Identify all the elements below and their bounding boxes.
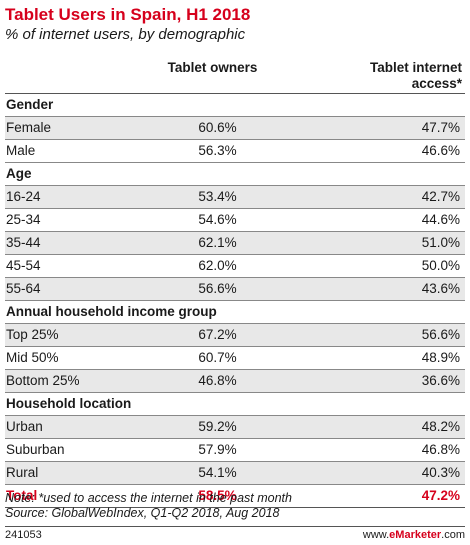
- row-label: Suburban: [6, 442, 65, 457]
- tablet-internet-access-value: 51.0%: [421, 235, 460, 250]
- tablet-internet-access-value: 48.2%: [421, 419, 460, 434]
- table-row: Suburban 57.9% 46.8%: [5, 439, 465, 462]
- row-label: 25-34: [6, 212, 41, 227]
- tablet-internet-access-value: 46.6%: [421, 143, 460, 158]
- column-header-tablet-owners: Tablet owners: [167, 60, 258, 75]
- tablet-internet-access-value: 46.8%: [421, 442, 460, 457]
- tablet-owners-value: 62.1%: [198, 235, 237, 250]
- tablet-internet-access-value: 36.6%: [421, 373, 460, 388]
- tablet-internet-access-value: 42.7%: [421, 189, 460, 204]
- row-label: 55-64: [6, 281, 41, 296]
- chart-subtitle: % of internet users, by demographic: [5, 26, 246, 43]
- table-group-header: Annual household income group: [5, 301, 465, 324]
- tablet-owners-value: 54.1%: [198, 465, 237, 480]
- row-label: Female: [6, 120, 52, 135]
- tablet-owners-value: 59.2%: [198, 419, 237, 434]
- row-label: Top 25%: [6, 327, 59, 342]
- tablet-owners-value: 46.8%: [198, 373, 237, 388]
- source-text: Source: GlobalWebIndex, Q1-Q2 2018, Aug …: [5, 506, 280, 520]
- data-table: Gender Female 60.6% 47.7% Male 56.3% 46.6% Age 1…: [5, 93, 465, 508]
- emarketer-logo: www.eMarketer.com: [362, 529, 465, 541]
- group-label: Gender: [6, 97, 54, 112]
- table-row: 45-54 62.0% 50.0%: [5, 255, 465, 278]
- table-group-header: Household location: [5, 393, 465, 416]
- group-label: Annual household income group: [6, 304, 217, 319]
- group-label: Age: [6, 166, 32, 181]
- tablet-internet-access-value: 50.0%: [421, 258, 460, 273]
- row-label: Rural: [6, 465, 39, 480]
- chart-notes: Note: *used to access the internet in th…: [5, 491, 465, 521]
- chart-id: 241053: [5, 529, 42, 541]
- row-label: Bottom 25%: [6, 373, 80, 388]
- tablet-owners-value: 53.4%: [198, 189, 237, 204]
- row-label: 16-24: [6, 189, 41, 204]
- tablet-owners-value: 57.9%: [198, 442, 237, 457]
- tablet-internet-access-value: 48.9%: [421, 350, 460, 365]
- tablet-internet-access-value: 56.6%: [421, 327, 460, 342]
- table-row: 55-64 56.6% 43.6%: [5, 278, 465, 301]
- row-label: Total: [6, 488, 38, 503]
- table-row: Urban 59.2% 48.2%: [5, 416, 465, 439]
- row-label: 45-54: [6, 258, 41, 273]
- row-label: Mid 50%: [6, 350, 59, 365]
- tablet-owners-value: 62.0%: [198, 258, 237, 273]
- table-row: Top 25% 67.2% 56.6%: [5, 324, 465, 347]
- table-group-header: Gender: [5, 94, 465, 117]
- tablet-owners-value: 67.2%: [198, 327, 237, 342]
- column-header-tablet-internet-access: Tablet internet access*: [369, 60, 462, 91]
- chart-title: Tablet Users in Spain, H1 2018: [5, 5, 251, 24]
- row-label: Male: [6, 143, 36, 158]
- row-label: 35-44: [6, 235, 41, 250]
- group-label: Household location: [6, 396, 132, 411]
- row-label: Urban: [6, 419, 43, 434]
- tablet-internet-access-value: 47.2%: [421, 488, 460, 503]
- tablet-owners-value: 58.5%: [198, 488, 237, 503]
- table-total-row: Total 58.5% 47.2%: [5, 485, 465, 508]
- tablet-owners-value: 60.7%: [198, 350, 237, 365]
- tablet-internet-access-value: 40.3%: [421, 465, 460, 480]
- table-row: 35-44 62.1% 51.0%: [5, 232, 465, 255]
- tablet-internet-access-value: 44.6%: [421, 212, 460, 227]
- table-row: 16-24 53.4% 42.7%: [5, 186, 465, 209]
- table-row: Rural 54.1% 40.3%: [5, 462, 465, 485]
- footer-divider: [5, 526, 465, 527]
- tablet-internet-access-value: 47.7%: [421, 120, 460, 135]
- table-row: 25-34 54.6% 44.6%: [5, 209, 465, 232]
- table-row: Mid 50% 60.7% 48.9%: [5, 347, 465, 370]
- table-row: Male 56.3% 46.6%: [5, 140, 465, 163]
- note-text: Note: *used to access the internet in th…: [5, 491, 292, 505]
- table-row: Bottom 25% 46.8% 36.6%: [5, 370, 465, 393]
- tablet-internet-access-value: 43.6%: [421, 281, 460, 296]
- table-row: Female 60.6% 47.7%: [5, 117, 465, 140]
- tablet-owners-value: 54.6%: [198, 212, 237, 227]
- tablet-owners-value: 56.6%: [198, 281, 237, 296]
- chart-header: Tablet Users in Spain, H1 2018 % of inte…: [5, 5, 465, 44]
- table-group-header: Age: [5, 163, 465, 186]
- tablet-owners-value: 60.6%: [198, 120, 237, 135]
- tablet-owners-value: 56.3%: [198, 143, 237, 158]
